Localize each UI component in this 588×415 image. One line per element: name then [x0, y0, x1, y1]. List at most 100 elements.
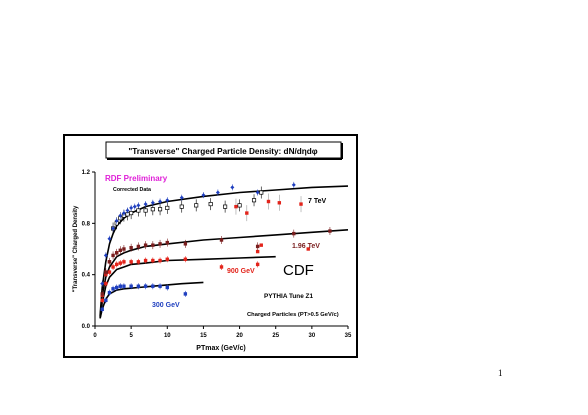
page-number: 1 [498, 368, 503, 378]
data-point-7tev [165, 198, 170, 203]
data-point-7tev-red [245, 211, 249, 215]
data-point-7tev [158, 199, 163, 204]
y-tick-label: 0.8 [82, 221, 91, 227]
data-point-196tev [183, 242, 188, 246]
corrected-point-7tev [165, 205, 170, 210]
data-point-300gev [183, 292, 188, 296]
data-point-196tev [143, 243, 148, 247]
data-point-7tev-red [277, 201, 282, 205]
data-point-300gev [158, 284, 162, 288]
data-point-7tev [129, 205, 134, 210]
data-point-900gev [255, 262, 260, 267]
series-label-300gev: 300 GeV [152, 302, 180, 309]
data-point-900gev [219, 265, 224, 269]
corrected-point-7tev [237, 203, 242, 208]
data-point-900gev [129, 260, 133, 264]
data-points [100, 181, 332, 313]
series-label-196tev: 1.96 TeV [292, 243, 320, 250]
data-point-7tev [201, 193, 206, 198]
x-tick-label: 35 [345, 333, 352, 339]
corrected-point-7tev [143, 208, 148, 213]
x-tick-label: 20 [236, 333, 243, 339]
data-point-7tev-red [234, 204, 238, 209]
corrected-point-7tev [194, 203, 199, 208]
data-point-7tev [121, 211, 126, 216]
data-point-7tev [118, 213, 123, 218]
data-point-7tev [215, 190, 220, 195]
data-point-300gev [165, 285, 169, 290]
data-point-300gev [143, 284, 148, 288]
data-point-300gev [118, 284, 122, 288]
data-point-7tev [111, 226, 116, 231]
data-point-300gev [114, 285, 119, 290]
corrected-point-7tev [179, 204, 184, 209]
corrected-point-7tev [158, 207, 163, 212]
x-tick-label: 10 [164, 333, 171, 339]
pythia-curve-series-2 [99, 255, 276, 319]
data-point-900gev [165, 257, 169, 261]
corrected-point-7tev [150, 207, 155, 212]
data-point-900gev [136, 260, 141, 264]
data-point-300gev [100, 307, 104, 312]
y-tick-label: 1.2 [82, 170, 91, 176]
data-point-196tev-red [255, 249, 260, 254]
data-point-7tev [291, 182, 296, 187]
y-axis-label: "Transverse" Charged Density [73, 205, 79, 292]
corrected-point-7tev [259, 190, 264, 195]
data-point-900gev [158, 258, 162, 263]
data-point-900gev [100, 298, 104, 303]
data-point-7tev [132, 204, 137, 209]
data-point-7tev [179, 195, 184, 200]
chart-frame: "Transverse" Charged Particle Density: d… [63, 134, 358, 358]
rdf-preliminary-label: RDF Preliminary [105, 174, 168, 183]
data-point-7tev [136, 203, 141, 208]
data-point-900gev [118, 261, 122, 265]
corrected-point-7tev [129, 211, 134, 216]
corrected-point-7tev [223, 204, 228, 209]
data-point-300gev [104, 298, 108, 303]
x-axis-label: PTmax (GeV/c) [196, 345, 245, 352]
data-point-196tev [158, 242, 162, 246]
data-point-7tev-red [266, 199, 271, 204]
pythia-label: PYTHIA Tune Z1 [264, 293, 313, 300]
chart-title: "Transverse" Charged Particle Density: d… [128, 147, 317, 156]
data-point-7tev-red [299, 202, 303, 206]
corrected-data-label: Corrected Data [113, 187, 151, 193]
data-point-900gev [151, 258, 155, 263]
data-point-7tev [103, 253, 108, 258]
corrected-point-7tev [136, 208, 141, 213]
charged-particles-label: Charged Particles (PT>0.5 GeV/c) [247, 312, 339, 318]
data-point-7tev [255, 190, 260, 195]
data-point-196tev-red [259, 243, 263, 247]
data-point-196tev-red [306, 247, 310, 251]
particle-density-chart: "Transverse" Charged Particle Density: d… [73, 141, 352, 352]
data-point-196tev [328, 229, 332, 233]
data-point-300gev [107, 290, 112, 295]
data-point-196tev [129, 246, 133, 250]
data-point-300gev [151, 284, 155, 288]
data-point-7tev [150, 200, 155, 205]
corrected-point-7tev [251, 198, 257, 203]
data-point-196tev [151, 243, 155, 247]
data-point-7tev [100, 281, 105, 286]
data-point-196tev [165, 240, 169, 245]
series-label-7tev: 7 TeV [308, 198, 326, 205]
data-point-900gev [122, 260, 126, 264]
data-point-196tev [292, 231, 296, 236]
data-point-300gev [122, 284, 126, 288]
data-point-196tev [122, 247, 126, 251]
x-tick-label: 30 [309, 333, 316, 339]
data-point-900gev [107, 270, 112, 274]
data-point-7tev [143, 202, 148, 207]
data-point-900gev [183, 257, 188, 261]
data-point-196tev [219, 238, 224, 242]
data-point-300gev [136, 284, 141, 288]
data-point-300gev [111, 287, 115, 291]
data-point-196tev [118, 248, 122, 252]
data-point-196tev [111, 253, 115, 258]
corrected-point-7tev [208, 202, 213, 207]
x-tick-label: 15 [200, 333, 207, 339]
data-point-900gev [143, 258, 148, 263]
data-point-196tev [114, 251, 119, 255]
